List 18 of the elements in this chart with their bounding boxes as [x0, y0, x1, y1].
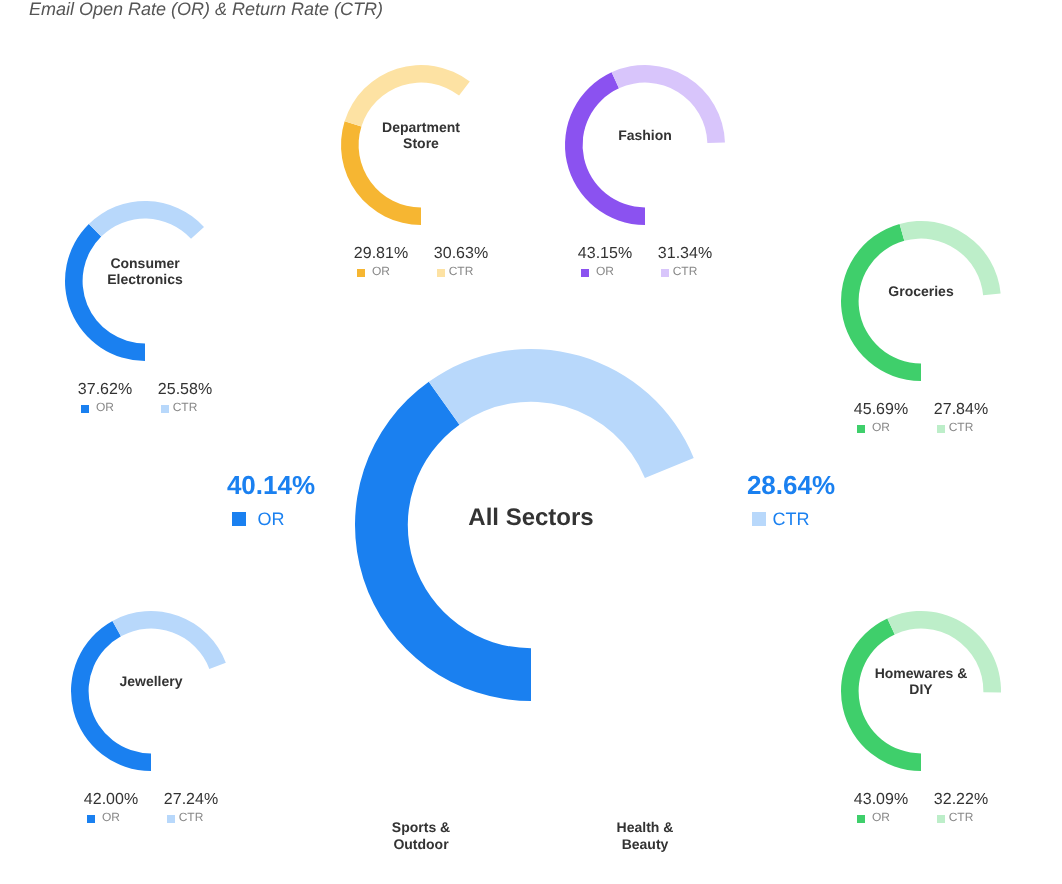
legend-label: CTR — [772, 509, 811, 529]
data-label: 31.34% — [657, 244, 713, 262]
legend-label: OR — [257, 509, 286, 529]
data-label: 27.24% — [163, 790, 219, 808]
data-label: 30.63% — [433, 244, 489, 262]
text: Email Open Rate (OR) & Return Rate (CTR) — [29, 0, 384, 19]
data-label: 45.69% — [853, 400, 909, 418]
data-label: 27.84% — [933, 400, 989, 418]
data-label: 32.22% — [933, 790, 989, 808]
data-label: 42.00% — [83, 790, 139, 808]
data-label: 25.58% — [157, 380, 213, 398]
data-label: 29.81% — [353, 244, 409, 262]
data-label: 28.64% — [746, 470, 836, 500]
data-label: 43.09% — [853, 790, 909, 808]
text: All Sectors — [468, 503, 595, 531]
data-label: 43.15% — [577, 244, 633, 262]
data-label: 40.14% — [226, 470, 316, 500]
data-label: 37.62% — [77, 380, 133, 398]
